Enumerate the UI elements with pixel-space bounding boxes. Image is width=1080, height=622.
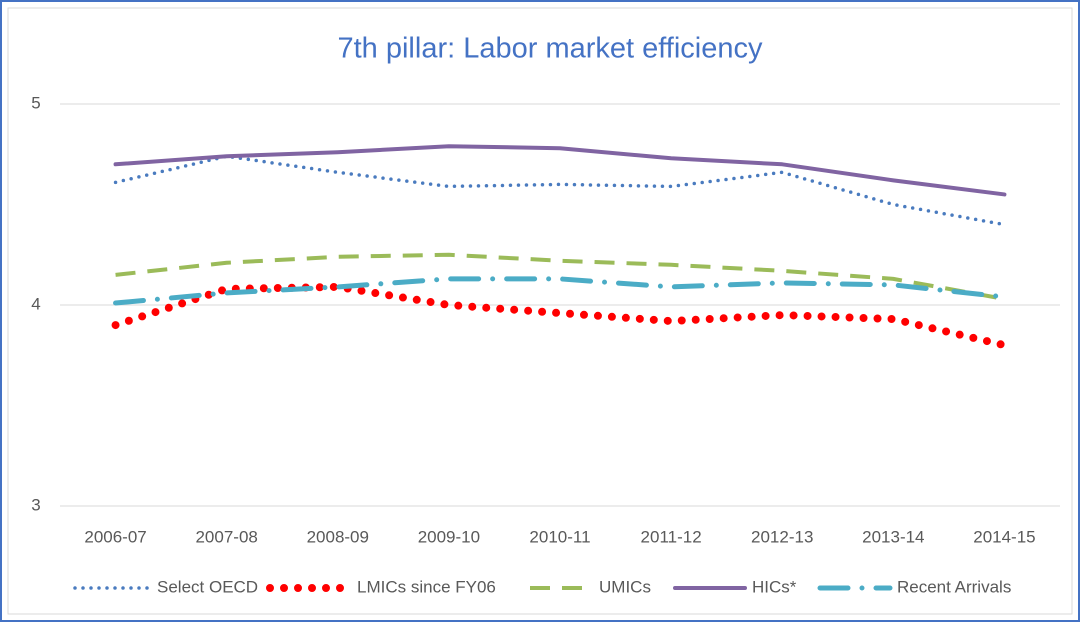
x-tick-label: 2011-12	[641, 527, 702, 546]
x-tick-label: 2012-13	[751, 527, 813, 546]
x-tick-label: 2008-09	[307, 527, 369, 546]
x-tick-label: 2006-07	[84, 527, 146, 546]
series-line	[113, 154, 1007, 227]
chart-area	[7, 7, 1073, 615]
legend-label: HICs*	[752, 577, 797, 596]
legend-label: LMICs since FY06	[357, 577, 496, 596]
x-tick-label: 2007-08	[195, 527, 257, 546]
legend-label: Select OECD	[157, 577, 258, 596]
y-tick-label: 5	[31, 93, 40, 112]
series-line	[113, 144, 1007, 197]
y-tick-label: 4	[31, 294, 40, 313]
series-line	[111, 282, 1009, 350]
series-line	[115, 252, 1005, 301]
y-tick-label: 3	[31, 495, 40, 514]
x-tick-label: 2013-14	[862, 527, 924, 546]
x-tick-label: 2010-11	[529, 527, 590, 546]
series-line	[113, 276, 1007, 306]
x-tick-label: 2014-15	[973, 527, 1035, 546]
x-tick-label: 2009-10	[418, 527, 480, 546]
legend-label: UMICs	[599, 577, 651, 596]
chart-title: 7th pillar: Labor market efficiency	[337, 33, 763, 65]
legend-label: Recent Arrivals	[897, 577, 1011, 596]
